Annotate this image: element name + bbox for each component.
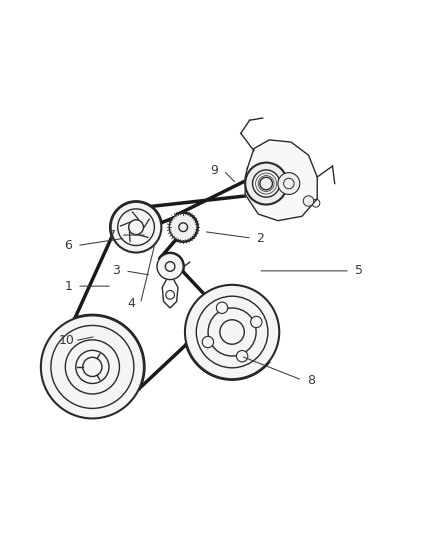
Text: 6: 6 — [64, 239, 72, 252]
Text: 2: 2 — [257, 232, 265, 245]
Text: 1: 1 — [64, 280, 72, 293]
Circle shape — [303, 196, 314, 206]
Text: 7: 7 — [108, 229, 116, 241]
Text: 10: 10 — [58, 334, 74, 347]
Circle shape — [237, 351, 248, 362]
Circle shape — [111, 202, 161, 253]
Circle shape — [216, 302, 228, 313]
Text: 8: 8 — [307, 374, 314, 386]
Circle shape — [245, 163, 287, 205]
Text: 3: 3 — [113, 264, 120, 277]
Text: 9: 9 — [211, 164, 219, 177]
Circle shape — [41, 316, 144, 418]
Circle shape — [185, 285, 279, 379]
Circle shape — [166, 290, 174, 299]
Circle shape — [251, 316, 262, 328]
Circle shape — [278, 173, 300, 195]
Text: 5: 5 — [355, 264, 363, 277]
Circle shape — [169, 213, 197, 241]
Circle shape — [157, 253, 183, 280]
Circle shape — [202, 336, 214, 348]
Polygon shape — [245, 140, 317, 221]
Text: 4: 4 — [128, 297, 136, 310]
